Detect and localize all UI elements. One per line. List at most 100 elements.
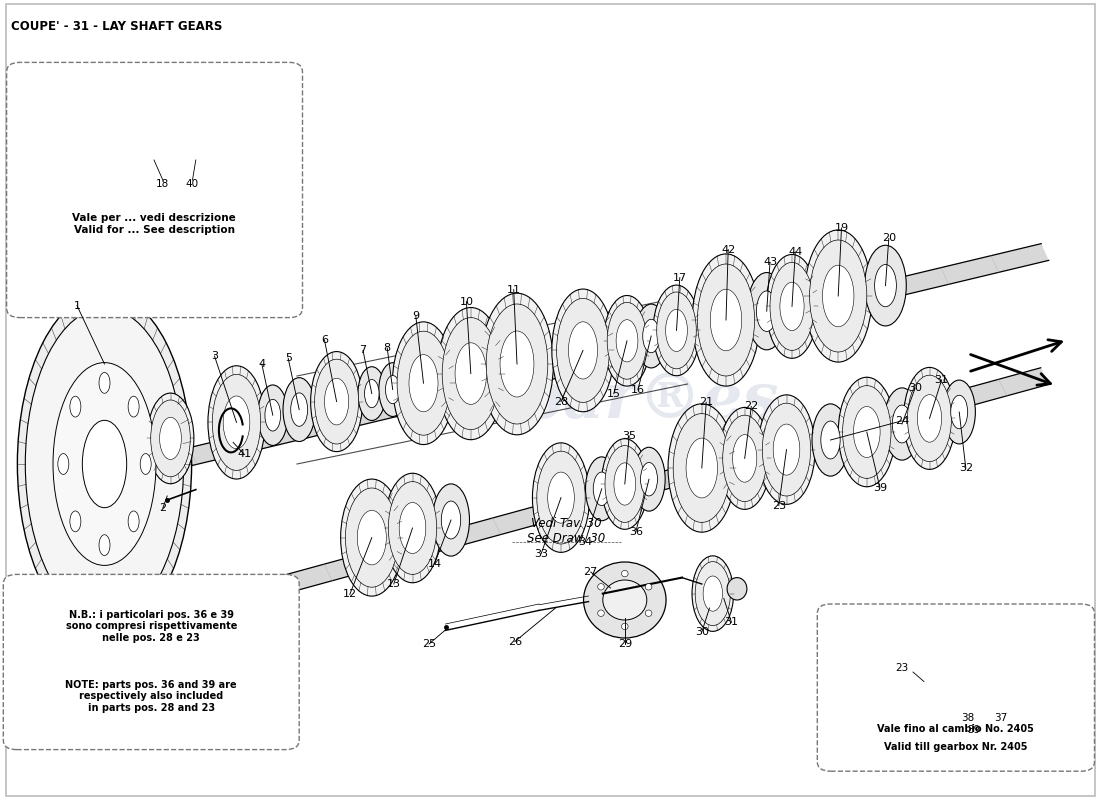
Ellipse shape: [18, 292, 191, 635]
Ellipse shape: [723, 415, 767, 502]
Text: eurospar®es: eurospar®es: [320, 370, 780, 430]
Ellipse shape: [733, 434, 757, 482]
Ellipse shape: [646, 584, 652, 590]
Ellipse shape: [908, 375, 952, 462]
Ellipse shape: [773, 424, 800, 475]
Ellipse shape: [823, 266, 854, 326]
Text: 2: 2: [160, 503, 166, 513]
Text: 27: 27: [584, 567, 597, 577]
Text: Vedi Tav. 30
See Draw. 30: Vedi Tav. 30 See Draw. 30: [527, 517, 606, 546]
Ellipse shape: [569, 322, 597, 379]
Text: 13: 13: [387, 579, 400, 589]
Ellipse shape: [409, 354, 438, 412]
Text: 14: 14: [428, 559, 441, 569]
Ellipse shape: [697, 264, 755, 376]
Ellipse shape: [668, 404, 736, 532]
Ellipse shape: [621, 570, 628, 577]
Ellipse shape: [583, 562, 666, 638]
Text: 35: 35: [623, 431, 636, 441]
Ellipse shape: [25, 308, 184, 620]
Text: 33: 33: [535, 549, 548, 558]
Ellipse shape: [157, 112, 190, 173]
Ellipse shape: [393, 322, 454, 445]
Text: 7: 7: [360, 346, 366, 355]
Ellipse shape: [324, 378, 349, 425]
Text: Valid till gearbox Nr. 2405: Valid till gearbox Nr. 2405: [884, 742, 1027, 752]
Text: 28: 28: [554, 397, 568, 406]
Ellipse shape: [666, 310, 688, 351]
Text: 34: 34: [579, 537, 592, 546]
Ellipse shape: [597, 610, 604, 616]
Text: 6: 6: [321, 335, 328, 345]
Text: 1: 1: [74, 301, 80, 310]
Text: 39: 39: [873, 483, 887, 493]
Ellipse shape: [151, 400, 190, 477]
Ellipse shape: [770, 262, 814, 350]
Ellipse shape: [903, 367, 956, 470]
Ellipse shape: [632, 447, 666, 511]
Text: 44: 44: [789, 247, 802, 257]
Ellipse shape: [646, 610, 652, 616]
Ellipse shape: [160, 418, 182, 459]
Text: Vale per ... vedi descrizione: Vale per ... vedi descrizione: [73, 213, 235, 222]
Ellipse shape: [188, 118, 212, 165]
Text: Vale fino al cambio No. 2405: Vale fino al cambio No. 2405: [878, 724, 1034, 734]
Ellipse shape: [804, 230, 872, 362]
Ellipse shape: [727, 578, 747, 600]
Text: 11: 11: [507, 285, 520, 294]
Ellipse shape: [657, 292, 696, 369]
Ellipse shape: [55, 76, 132, 217]
Text: 40: 40: [186, 179, 199, 189]
Ellipse shape: [865, 246, 906, 326]
Text: 4: 4: [258, 359, 265, 369]
Ellipse shape: [557, 298, 609, 402]
Text: 30: 30: [909, 383, 922, 393]
Ellipse shape: [843, 386, 891, 478]
Text: N.B.: i particolari pos. 36 e 39
sono compresi rispettivamente
nelle pos. 28 e 2: N.B.: i particolari pos. 36 e 39 sono co…: [66, 610, 236, 642]
Text: 10: 10: [460, 297, 473, 306]
Ellipse shape: [283, 378, 316, 442]
Ellipse shape: [758, 395, 815, 504]
Ellipse shape: [358, 510, 386, 565]
Ellipse shape: [548, 472, 574, 523]
Ellipse shape: [616, 320, 638, 362]
Text: 25: 25: [422, 639, 436, 649]
Ellipse shape: [747, 273, 786, 350]
Text: 19: 19: [835, 223, 848, 233]
Ellipse shape: [310, 351, 363, 452]
Ellipse shape: [441, 501, 461, 539]
Ellipse shape: [147, 393, 194, 484]
Text: 23: 23: [895, 663, 909, 673]
Ellipse shape: [990, 666, 1013, 711]
Text: 18: 18: [156, 179, 169, 189]
Text: 9: 9: [412, 311, 419, 321]
Ellipse shape: [762, 403, 811, 496]
Ellipse shape: [500, 331, 534, 397]
Ellipse shape: [603, 580, 647, 620]
Ellipse shape: [128, 511, 139, 532]
Text: COUPE' - 31 - LAY SHAFT GEARS: COUPE' - 31 - LAY SHAFT GEARS: [11, 20, 222, 33]
Ellipse shape: [212, 374, 261, 470]
Text: 31: 31: [935, 375, 948, 385]
FancyBboxPatch shape: [7, 62, 303, 318]
Text: 41: 41: [238, 450, 251, 459]
Ellipse shape: [597, 584, 604, 590]
Ellipse shape: [537, 451, 585, 544]
Ellipse shape: [892, 405, 912, 443]
Ellipse shape: [950, 395, 968, 429]
Ellipse shape: [399, 502, 426, 554]
Ellipse shape: [874, 265, 896, 306]
Ellipse shape: [757, 291, 777, 331]
Ellipse shape: [653, 285, 700, 376]
Ellipse shape: [437, 307, 505, 440]
Ellipse shape: [315, 359, 359, 444]
Text: 23: 23: [772, 501, 785, 510]
Ellipse shape: [165, 126, 183, 158]
Text: 16: 16: [631, 385, 645, 394]
Ellipse shape: [943, 380, 976, 444]
Text: 17: 17: [673, 273, 686, 282]
Ellipse shape: [692, 254, 760, 386]
Ellipse shape: [766, 254, 818, 358]
Ellipse shape: [378, 362, 407, 417]
Ellipse shape: [780, 282, 804, 330]
